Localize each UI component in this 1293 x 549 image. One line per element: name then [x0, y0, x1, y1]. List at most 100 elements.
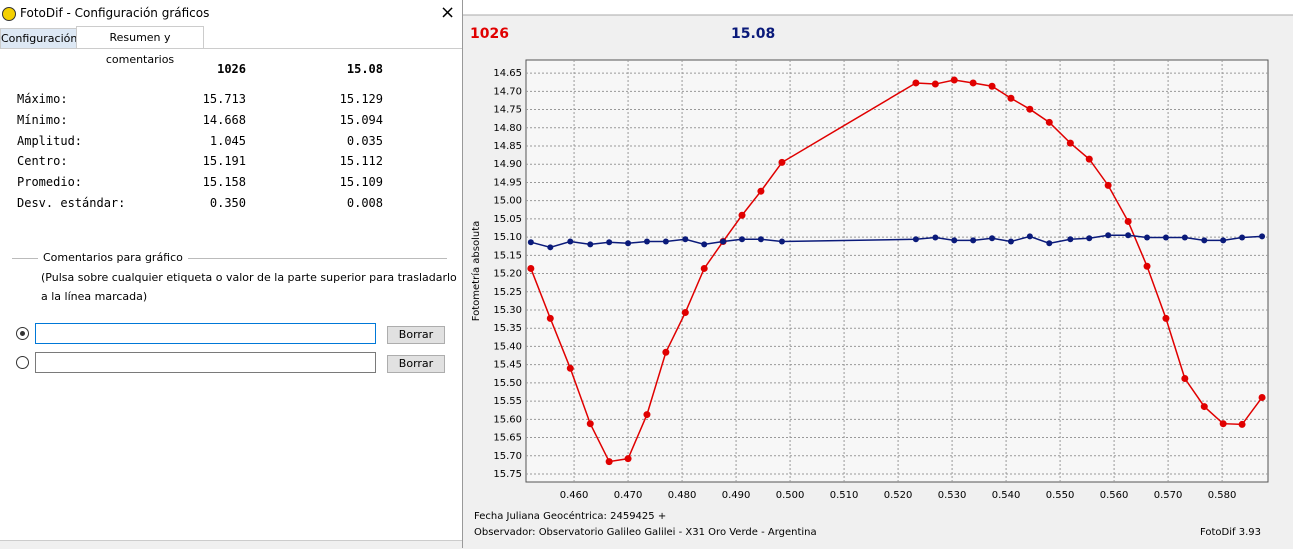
y-tick-label: 15.20 [493, 269, 522, 280]
y-tick-label: 15.65 [493, 433, 522, 444]
x-tick-label: 0.550 [1046, 490, 1075, 501]
series-label: 15.08 [731, 26, 775, 42]
chart: 14.65 14.70 14.75 14.80 14.85 14.90 14.95 15.00… [463, 0, 1293, 538]
series-label: 1026 [470, 26, 509, 42]
y-tick-label: 15.15 [493, 250, 522, 261]
point [1066, 139, 1074, 147]
point [757, 187, 765, 195]
x-tick-label: 0.500 [776, 490, 805, 501]
y-tick-label: 15.25 [493, 287, 522, 298]
x-tick-label: 0.490 [722, 490, 751, 501]
point [1086, 235, 1093, 242]
row-value: 15.191 [202, 154, 246, 169]
y-tick-label: 14.65 [493, 68, 522, 79]
point [527, 239, 534, 246]
app-icon [2, 7, 16, 21]
point [1105, 232, 1112, 239]
point [606, 239, 613, 246]
point [1239, 234, 1246, 241]
row-value: 15.094 [339, 112, 383, 127]
point [1144, 234, 1151, 241]
row-value: 15.129 [339, 92, 383, 106]
point [1007, 94, 1015, 102]
point [1143, 262, 1151, 270]
point [988, 82, 996, 90]
column-header: 15.08 [346, 62, 383, 76]
help-text: a la línea marcada) [41, 290, 148, 303]
point [567, 238, 574, 245]
y-tick-label: 15.00 [493, 196, 522, 207]
y-tick-label: 14.90 [493, 159, 522, 170]
point [586, 420, 594, 428]
point [587, 241, 594, 248]
row-value: 15.112 [339, 154, 383, 169]
row-label: Desv. estándar: [17, 196, 126, 210]
point [912, 79, 920, 87]
y-tick-label: 14.80 [493, 123, 522, 134]
y-tick-label: 15.05 [493, 214, 522, 225]
y-tick-label: 15.75 [493, 469, 522, 480]
y-tick-label: 15.10 [493, 232, 522, 243]
help-text: (Pulsa sobre cualquier etiqueta o valor … [41, 271, 457, 284]
y-tick-label: 14.95 [493, 177, 522, 188]
point [989, 235, 996, 242]
point [624, 455, 632, 463]
point [778, 158, 786, 166]
x-tick-label: 0.460 [560, 490, 589, 501]
tab-active[interactable]: Resumen y comentarios [76, 26, 204, 66]
tab[interactable]: Configuración [0, 28, 77, 49]
point [1124, 217, 1132, 225]
point [1220, 237, 1227, 244]
row-value: 15.158 [202, 175, 246, 190]
x-tick-label: 0.540 [992, 490, 1021, 501]
point [951, 237, 958, 244]
point [1162, 314, 1170, 322]
button[interactable]: Borrar [387, 355, 445, 373]
y-tick-label: 15.50 [493, 378, 522, 389]
point [950, 76, 958, 84]
row-label: Máximo: [17, 92, 68, 106]
y-axis-label: Fotometría absoluta [470, 221, 482, 322]
point [682, 236, 689, 243]
close-button[interactable]: × [440, 2, 456, 23]
x-tick-label: 0.530 [938, 490, 967, 501]
point [546, 314, 554, 322]
x-tick-label: 0.520 [884, 490, 913, 501]
point [757, 236, 764, 243]
point [681, 309, 689, 317]
row-value: 1.045 [209, 133, 246, 148]
row-label: Mínimo: [17, 112, 68, 127]
point [1162, 234, 1169, 241]
radio-checked[interactable] [16, 327, 29, 340]
point [1007, 238, 1014, 245]
radio[interactable] [16, 356, 29, 369]
y-tick-label: 15.40 [493, 341, 522, 352]
version: FotoDif 3.93 [1200, 527, 1261, 538]
point [547, 244, 554, 251]
point [1104, 181, 1112, 189]
row-value: 0.350 [209, 196, 246, 210]
text-input[interactable] [35, 352, 376, 373]
y-tick-label: 15.45 [493, 360, 522, 371]
point [700, 264, 708, 272]
row-value: 15.713 [202, 92, 246, 106]
point [605, 458, 613, 466]
point [1201, 237, 1208, 244]
point [1026, 233, 1033, 240]
point [1045, 118, 1053, 126]
dialog-title: FotoDif - Configuración gráficos [20, 6, 210, 20]
button[interactable]: Borrar [387, 326, 445, 344]
text-input[interactable] [35, 323, 376, 344]
point [1238, 420, 1246, 428]
x-axis-label: Fecha Juliana Geocéntrica: 2459425 + [474, 510, 666, 522]
y-tick-label: 14.85 [493, 141, 522, 152]
y-tick-label: 14.75 [493, 105, 522, 116]
point [1200, 403, 1208, 411]
point [643, 238, 650, 245]
plot-area [525, 59, 1269, 483]
point [527, 264, 535, 272]
x-tick-label: 0.570 [1154, 490, 1183, 501]
point [931, 80, 939, 88]
footer: Observador: Observatorio Galileo Galilei… [474, 527, 817, 538]
point [1258, 393, 1266, 401]
